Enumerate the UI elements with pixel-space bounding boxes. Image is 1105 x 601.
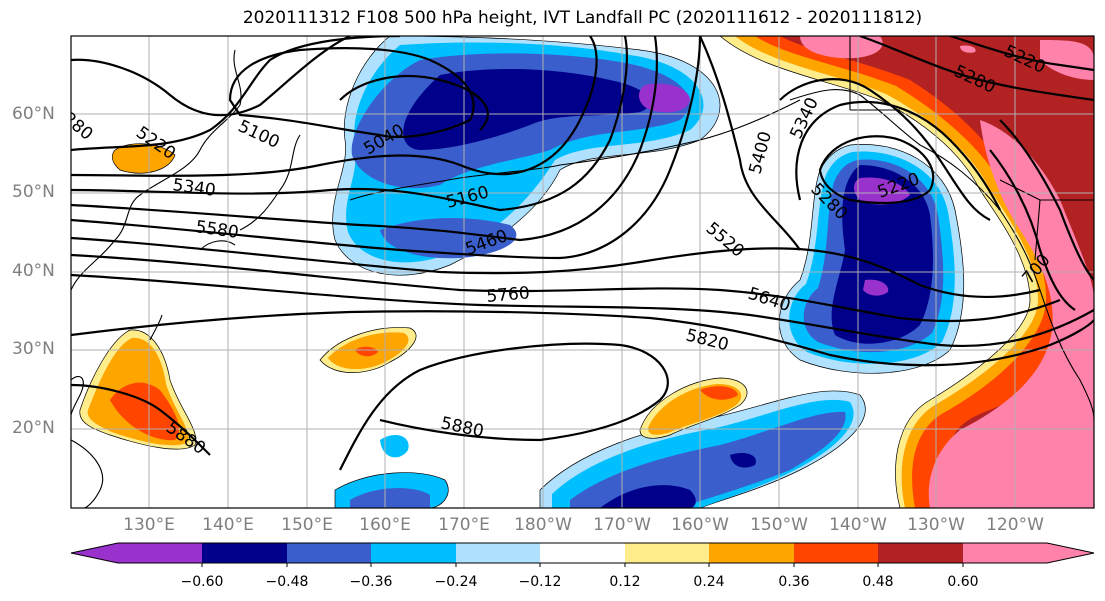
map-frame — [70, 35, 1095, 509]
colorbar-segment — [794, 543, 878, 563]
colorbar-tick-label: −0.24 — [434, 574, 478, 590]
colorbar-segment — [287, 543, 371, 563]
colorbar-segment — [963, 543, 1047, 563]
lon-label: 160°E — [359, 515, 411, 535]
map-title: 2020111312 F108 500 hPa height, IVT Land… — [242, 8, 923, 28]
colorbar-tick-label: −0.48 — [265, 574, 309, 590]
colorbar-segment — [371, 543, 456, 563]
lon-label: 140°W — [829, 515, 887, 535]
colorbar-tick-label: −0.36 — [349, 574, 393, 590]
colorbar-segment — [540, 543, 625, 563]
colorbar-tick-label: 0.60 — [947, 574, 979, 590]
lon-label: 170°E — [438, 515, 490, 535]
colorbar-extend-low — [71, 543, 118, 563]
ivt-negative-east — [779, 144, 965, 374]
lon-label: 130°W — [907, 515, 965, 535]
lat-label: 40°N — [12, 261, 55, 281]
colorbar-outline — [70, 542, 1095, 564]
lon-label: 170°W — [593, 515, 651, 535]
ivt-negative-south — [334, 390, 866, 508]
colorbar-tick-label: 0.48 — [862, 574, 894, 590]
colorbar-segment — [118, 543, 202, 563]
colorbar-segment — [878, 543, 963, 563]
colorbar-segment — [202, 543, 287, 563]
height-contours — [71, 36, 1094, 471]
map-area: 5220 280 5340 5580 5100 5040 5160 5460 5… — [71, 36, 1094, 508]
lon-label: 180°W — [514, 515, 572, 535]
colorbar-tick-label: 0.36 — [778, 574, 810, 590]
lon-label: 150°E — [281, 515, 333, 535]
colorbar — [70, 542, 1095, 567]
lat-label: 50°N — [12, 182, 55, 202]
colorbar-tick-label: 0.12 — [609, 574, 641, 590]
colorbar-tick-label: −0.60 — [180, 574, 224, 590]
lon-label: 150°W — [750, 515, 808, 535]
lon-label: 140°E — [202, 515, 254, 535]
lon-label: 130°E — [123, 515, 175, 535]
ivt-positive-small — [79, 143, 748, 450]
colorbar-segment — [625, 543, 709, 563]
colorbar-segment — [456, 543, 540, 563]
colorbar-segment — [709, 543, 794, 563]
colorbar-tick-label: 0.24 — [693, 574, 725, 590]
lon-label: 120°W — [986, 515, 1044, 535]
colorbar-extend-high — [1047, 543, 1094, 563]
colorbar-tick-label: −0.12 — [518, 574, 562, 590]
lat-label: 30°N — [12, 339, 55, 359]
contour-label: 5760 — [486, 283, 531, 307]
lon-label: 160°W — [671, 515, 729, 535]
lat-label: 60°N — [12, 104, 55, 124]
lat-label: 20°N — [12, 418, 55, 438]
